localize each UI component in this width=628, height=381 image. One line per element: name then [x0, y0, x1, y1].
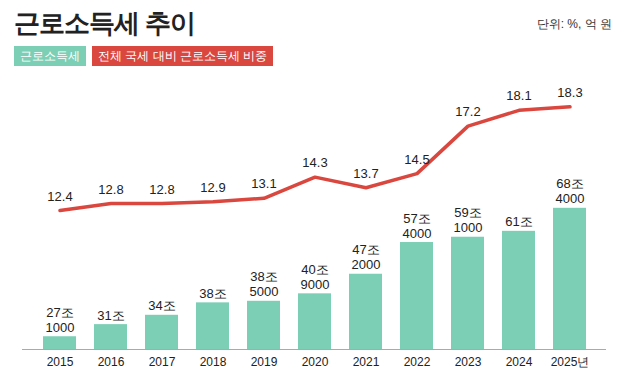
svg-text:12.8: 12.8	[149, 182, 174, 197]
svg-text:18.3: 18.3	[557, 85, 582, 100]
svg-text:17.2: 17.2	[455, 104, 480, 119]
svg-text:12.9: 12.9	[200, 180, 225, 195]
svg-text:2023: 2023	[455, 355, 482, 369]
svg-text:2021: 2021	[353, 355, 380, 369]
svg-text:2024: 2024	[506, 355, 533, 369]
svg-text:2025년: 2025년	[551, 355, 590, 369]
svg-text:61조: 61조	[505, 214, 532, 229]
svg-text:34조: 34조	[148, 298, 175, 313]
svg-text:57조4000: 57조4000	[403, 211, 432, 241]
svg-text:2020: 2020	[302, 355, 329, 369]
svg-text:2022: 2022	[404, 355, 431, 369]
svg-text:2017: 2017	[149, 355, 176, 369]
svg-text:59조1000: 59조1000	[454, 205, 483, 235]
svg-text:68조4000: 68조4000	[556, 176, 585, 206]
svg-text:12.4: 12.4	[47, 189, 72, 204]
svg-text:47조2000: 47조2000	[352, 242, 381, 272]
svg-text:27조1000: 27조1000	[46, 305, 75, 335]
svg-text:14.5: 14.5	[404, 152, 429, 167]
svg-text:2015: 2015	[47, 355, 74, 369]
html-text:전체 국세 대비 근로소득세 비중: 전체 국세 대비 근로소득세 비중	[98, 49, 268, 63]
svg-text:2018: 2018	[200, 355, 227, 369]
html-text:근로소득세 추이: 근로소득세 추이	[14, 8, 196, 38]
svg-text:38조5000: 38조5000	[250, 269, 279, 299]
svg-text:12.8: 12.8	[98, 182, 123, 197]
svg-text:2019: 2019	[251, 355, 278, 369]
svg-text:31조: 31조	[97, 308, 124, 323]
svg-text:13.7: 13.7	[353, 166, 378, 181]
svg-text:40조9000: 40조9000	[301, 262, 330, 292]
svg-text:38조: 38조	[199, 286, 226, 301]
svg-text:18.1: 18.1	[506, 88, 531, 103]
html-text:단위: %, 억 원: 단위: %, 억 원	[536, 17, 612, 31]
svg-text:14.3: 14.3	[302, 155, 327, 170]
svg-text:2016: 2016	[98, 355, 125, 369]
html-text:근로소득세: 근로소득세	[20, 49, 80, 63]
svg-text:13.1: 13.1	[251, 176, 276, 191]
